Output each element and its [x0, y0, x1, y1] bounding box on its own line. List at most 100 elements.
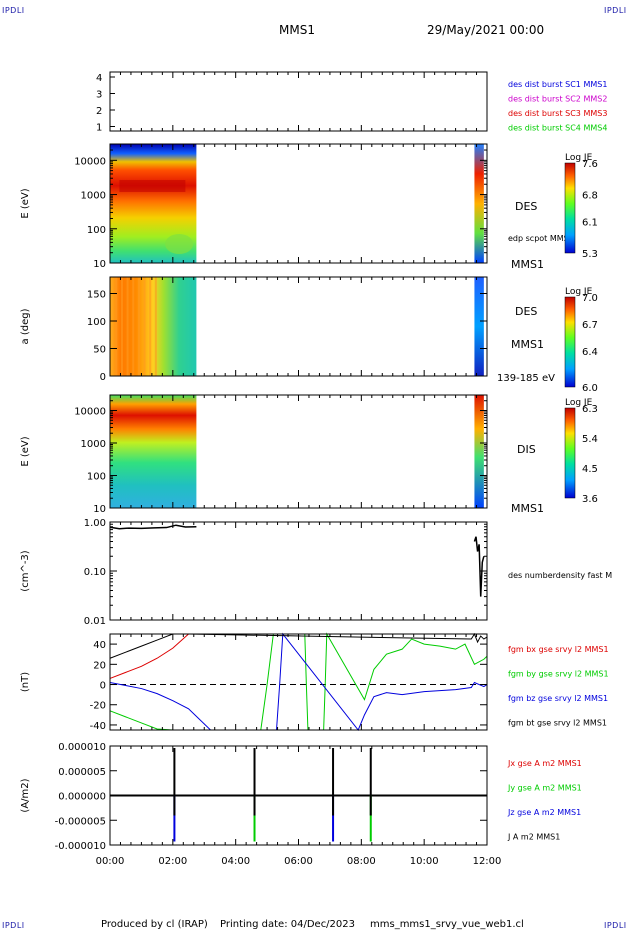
- density-frame: [109, 521, 488, 621]
- des-energy-colorbar-tick: 7.6: [582, 159, 598, 170]
- burst-y-tick-label: 1: [96, 123, 102, 134]
- current-density-x-tick-label: 00:00: [96, 856, 125, 867]
- dis-energy-colorbar-title: Log JE: [565, 398, 593, 408]
- magnetic-field-series-line: [109, 632, 488, 731]
- magnetic-field-y-tick-label: 20: [93, 660, 106, 671]
- des-energy-label-des: DES: [515, 200, 537, 213]
- current-density-x-tick-label: 06:00: [284, 856, 313, 867]
- current-density-y-tick-label: 0.000000: [58, 792, 106, 803]
- dis-energy-colorbar: [564, 407, 576, 499]
- current-density-x-tick-label: 02:00: [158, 856, 187, 867]
- des-energy-colorbar-title: Log JE: [565, 153, 593, 163]
- magnetic-field-legend-entry: fgm bz gse srvy l2 MMS1: [508, 694, 608, 703]
- current-density-x-tick-label: 10:00: [410, 856, 439, 867]
- des-energy-y-tick-label: 1000: [81, 191, 106, 202]
- dis-energy-label-mms1: MMS1: [511, 502, 544, 515]
- dis-energy-colorbar-tick: 6.3: [582, 404, 598, 415]
- des-pitch-colorbar-tick: 6.0: [582, 383, 598, 394]
- density-y-tick-label: 1.00: [84, 518, 106, 529]
- dis-energy-y-tick-label: 10000: [74, 407, 106, 418]
- des-pitch-y-tick-label: 50: [93, 345, 106, 356]
- burst-legend-entry: des dist burst SC3 MMS3: [508, 109, 607, 118]
- density-series-line: [109, 524, 197, 530]
- des-pitch-label-des: DES: [515, 305, 537, 318]
- des-pitch-colorbar-tick: 7.0: [582, 293, 598, 304]
- des-energy-y-tick-label: 10000: [74, 156, 106, 167]
- des-energy-colorbar-tick: 6.1: [582, 218, 598, 229]
- des-energy-y-tick-label: 100: [87, 225, 106, 236]
- des-pitch-ylabel: a (deg): [20, 308, 31, 344]
- magnetic-field-series-line: [109, 633, 189, 679]
- current-density-legend-entry: Jx gse A m2 MMS1: [507, 759, 582, 768]
- dis-energy-data-block: [474, 395, 484, 508]
- magnetic-field-frame: [109, 633, 488, 731]
- current-density-y-tick-label: 0.000005: [58, 767, 106, 778]
- burst-frame: [109, 71, 488, 132]
- dis-energy-data-block: [110, 395, 197, 508]
- corner-label-bottom-right: IPDLI: [604, 921, 627, 930]
- current-density-legend-entry: J A m2 MMS1: [507, 833, 560, 842]
- des-energy-data-block: [474, 144, 484, 263]
- des-pitch-colorbar: [564, 296, 576, 388]
- burst-legend-entry: des dist burst SC2 MMS2: [508, 95, 607, 104]
- des-pitch-label-mms1: MMS1: [511, 338, 544, 351]
- dis-energy-y-tick-label: 10: [93, 504, 106, 515]
- corner-label-bottom-left: IPDLI: [2, 921, 25, 930]
- burst-y-tick-label: 2: [96, 106, 102, 117]
- corner-label-top-left: IPDLI: [2, 6, 25, 15]
- des-energy-patch: [165, 234, 194, 254]
- density-ylabel: (cm^-3): [20, 550, 31, 591]
- des-energy-y-tick-label: 10: [93, 259, 106, 270]
- des-energy-label-mms1: MMS1: [511, 258, 544, 271]
- dis-energy-y-tick-label: 100: [87, 472, 106, 483]
- current-density-x-tick-label: 04:00: [221, 856, 250, 867]
- des-pitch-label-energy: 139-185 eV: [497, 373, 555, 384]
- density-y-tick-label: 0.01: [84, 616, 106, 627]
- current-density-y-tick-label: -0.000010: [55, 841, 106, 852]
- magnetic-field-legend-entry: fgm by gse srvy l2 MMS1: [508, 670, 609, 679]
- burst-y-tick-label: 4: [96, 73, 102, 84]
- density-series-line: [473, 536, 485, 597]
- des-pitch-y-tick-label: 150: [87, 290, 106, 301]
- magnetic-field-y-tick-label: 0: [100, 681, 106, 692]
- dis-energy-label-dis: DIS: [517, 443, 536, 456]
- magnetic-field-legend-entry: fgm bx gse srvy l2 MMS1: [508, 645, 609, 654]
- des-pitch-colorbar-tick: 6.4: [582, 347, 598, 358]
- date-title: 29/May/2021 00:00: [427, 23, 545, 37]
- burst-legend-entry: des dist burst SC4 MMS4: [508, 124, 607, 133]
- des-energy-colorbar: [564, 162, 576, 254]
- des-pitch-y-tick-label: 100: [87, 317, 106, 328]
- current-density-y-tick-label: -0.000005: [55, 816, 106, 827]
- current-density-legend-entry: Jy gse A m2 MMS1: [507, 784, 582, 793]
- des-pitch-data-block: [110, 277, 197, 376]
- footer-producer: Produced by cl (IRAP): [101, 919, 208, 930]
- magnetic-field-y-tick-label: 40: [93, 640, 106, 651]
- des-energy-band: [119, 180, 186, 192]
- magnetic-field-ylabel: (nT): [20, 672, 31, 692]
- des-energy-colorbar-tick: 5.3: [582, 249, 598, 260]
- dis-energy-ylabel: E (eV): [20, 436, 31, 466]
- density-legend-entry: des numberdensity fast M: [508, 571, 612, 580]
- footer-filename: mms_mms1_srvy_vue_web1.cl: [370, 919, 524, 930]
- current-density-x-tick-label: 12:00: [473, 856, 502, 867]
- density-y-tick-label: 0.10: [84, 567, 106, 578]
- current-density-x-tick-label: 08:00: [347, 856, 376, 867]
- dis-energy-y-tick-label: 1000: [81, 439, 106, 450]
- des-energy-ylabel: E (eV): [20, 188, 31, 218]
- des-pitch-data-block: [474, 277, 484, 376]
- dis-energy-colorbar-tick: 5.4: [582, 434, 598, 445]
- magnetic-field-y-tick-label: -20: [90, 701, 106, 712]
- des-pitch-colorbar-tick: 6.7: [582, 320, 598, 331]
- magnetic-field-y-tick-label: -40: [90, 721, 106, 732]
- spacecraft-title: MMS1: [279, 23, 315, 37]
- des-energy-label-scpot: edp scpot MMS1: [508, 234, 574, 243]
- current-density-ylabel: (A/m2): [20, 778, 31, 812]
- magnetic-field-legend-entry: fgm bt gse srvy l2 MMS1: [508, 719, 607, 728]
- footer-printing-date: Printing date: 04/Dec/2023: [220, 919, 356, 930]
- burst-y-tick-label: 3: [96, 90, 102, 101]
- corner-label-top-right: IPDLI: [604, 6, 627, 15]
- dis-energy-colorbar-tick: 4.5: [582, 464, 598, 475]
- des-pitch-colorbar-title: Log JE: [565, 287, 593, 297]
- current-density-legend-entry: Jz gse A m2 MMS1: [507, 808, 581, 817]
